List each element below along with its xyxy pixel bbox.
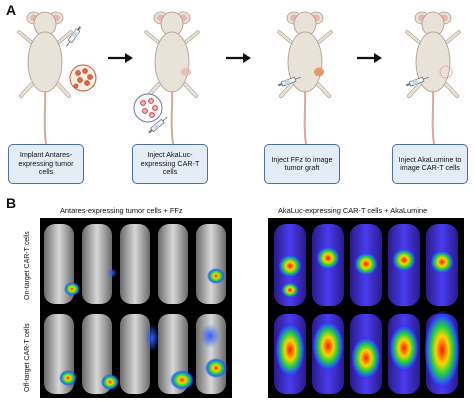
arrow-1 [108, 53, 133, 63]
panel-a-label: A [6, 2, 17, 18]
left-bottom-row-mice [44, 314, 227, 394]
car-t-cells [140, 98, 158, 118]
step-1-box: Implant Antares-expressing tumor cells [8, 144, 84, 184]
right-caption: AkaLuc-expressing CAR-T cells + AkaLumin… [278, 206, 428, 215]
arrow-2 [226, 53, 251, 63]
right-top-row-mice [274, 224, 458, 306]
step-4-label: Inject AkaLumine to image CAR-T cells [398, 154, 462, 172]
step-4-box: Inject AkaLumine to image CAR-T cells [392, 144, 468, 184]
mouse-4 [405, 10, 461, 146]
left-caption: Antares-expressing tumor cells + FFz [60, 206, 183, 215]
step-1-label: Implant Antares-expressing tumor cells [18, 150, 74, 177]
tumor-graft-glow [314, 67, 324, 77]
step-2-box: Inject AkaLuc-expressing CAR-T cells [132, 144, 208, 184]
row-label-on-target: On-target CAR-T cells [24, 231, 31, 300]
mouse-workflow-illustration [17, 10, 461, 146]
left-top-row-mice [44, 224, 226, 304]
right-bottom-row-mice [274, 310, 460, 394]
mouse-3 [277, 10, 333, 146]
left-bioluminescence-panel [40, 218, 232, 398]
row-label-off-target: Off-target CAR-T cells [24, 323, 31, 392]
step-2-label: Inject AkaLuc-expressing CAR-T cells [140, 150, 200, 177]
right-bioluminescence-panel [268, 218, 464, 398]
car-t-glow [439, 65, 453, 79]
tumor-cells [73, 68, 93, 89]
panel-b-label: B [6, 195, 17, 211]
mouse-2 [144, 10, 200, 146]
step-3-box: Inject FFz to image tumor graft [264, 144, 340, 184]
step-3-label: Inject FFz to image tumor graft [271, 154, 333, 172]
mouse-1 [17, 10, 73, 146]
arrow-3 [357, 53, 382, 63]
